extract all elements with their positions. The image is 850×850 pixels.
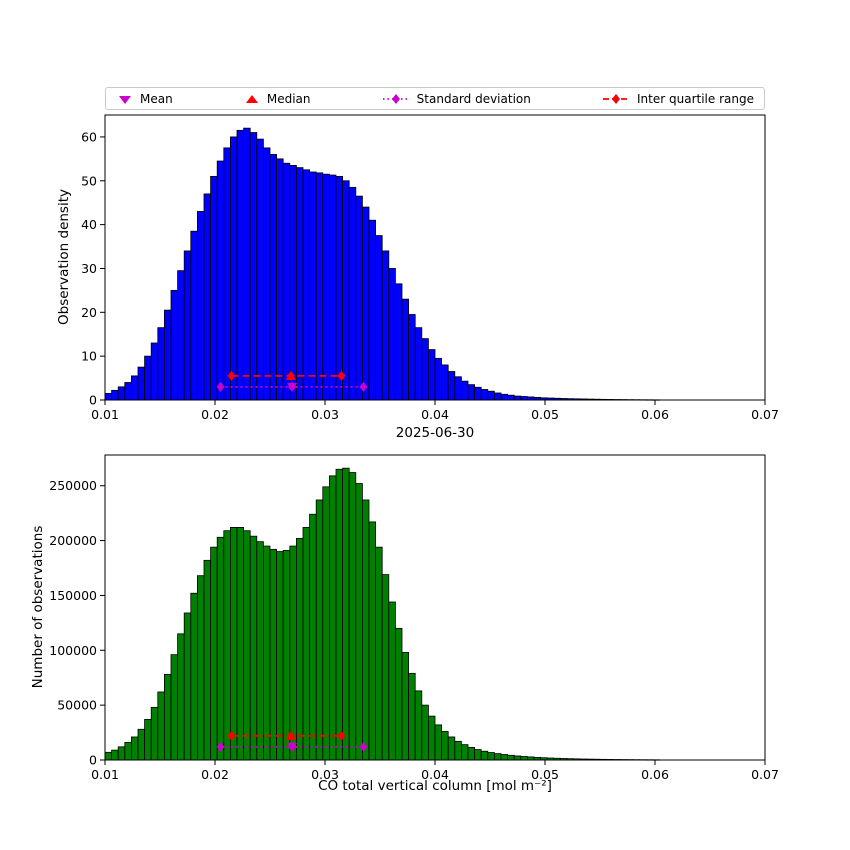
bottom-chart-title: 2025-06-30 <box>395 425 475 441</box>
diamond-marker <box>337 730 346 741</box>
bottom-histogram: 0.01 0.02 0.03 0.04 0.05 0.06 0.07 0 50000 100000… <box>49 454 779 782</box>
svg-text:0: 0 <box>89 753 97 768</box>
svg-text:0.03: 0.03 <box>311 407 339 422</box>
legend-label-median: Median <box>266 91 311 106</box>
triangle-down-marker <box>287 382 297 392</box>
legend-label-mean: Mean <box>140 91 173 106</box>
diamond-marker <box>337 370 346 381</box>
svg-text:60: 60 <box>81 129 97 144</box>
triangle-up-marker <box>285 370 296 380</box>
diamond-marker <box>359 381 368 392</box>
svg-text:0.05: 0.05 <box>531 407 559 422</box>
diamond-marker <box>359 741 368 752</box>
stat-markers <box>216 370 368 392</box>
triangle-down-icon <box>119 95 131 104</box>
diamond-marker <box>227 370 236 381</box>
diamond-marker <box>216 381 225 392</box>
diamond-marker <box>227 730 236 741</box>
triangle-up-marker <box>285 730 296 740</box>
triangle-up-icon <box>245 94 258 103</box>
svg-text:0.01: 0.01 <box>91 407 119 422</box>
svg-text:10: 10 <box>81 349 97 364</box>
legend-item-mean: Mean <box>116 92 173 106</box>
svg-text:30: 30 <box>81 261 97 276</box>
svg-text:20: 20 <box>81 305 97 320</box>
legend-item-median: Median <box>243 92 311 106</box>
svg-text:0.02: 0.02 <box>201 767 229 782</box>
svg-text:0: 0 <box>89 393 97 408</box>
svg-text:250000: 250000 <box>49 478 97 493</box>
diamond-dotted-line-icon <box>382 93 409 104</box>
svg-text:100000: 100000 <box>49 643 97 658</box>
histogram-bars <box>104 467 660 761</box>
axis-ticks: 0.01 0.02 0.03 0.04 0.05 0.06 0.07 0 10 20 30 40 50 6… <box>81 129 779 422</box>
svg-text:0.07: 0.07 <box>751 767 779 782</box>
axis-ticks: 0.01 0.02 0.03 0.04 0.05 0.06 0.07 0 50000 100000… <box>49 478 779 782</box>
svg-text:50: 50 <box>81 173 97 188</box>
histogram-bars <box>104 127 660 401</box>
svg-text:0.04: 0.04 <box>421 407 449 422</box>
svg-text:40: 40 <box>81 217 97 232</box>
stat-markers <box>216 730 368 752</box>
svg-text:0.07: 0.07 <box>751 407 779 422</box>
top-histogram: 0.01 0.02 0.03 0.04 0.05 0.06 0.07 0 10 20 30 40 50 6… <box>81 114 779 422</box>
legend-item-std: Standard deviation <box>381 92 531 106</box>
triangle-down-marker <box>287 742 297 752</box>
svg-text:50000: 50000 <box>57 698 97 713</box>
xlabel: CO total vertical column [mol m⁻²] <box>318 778 552 794</box>
svg-text:0.01: 0.01 <box>91 767 119 782</box>
diamond-marker <box>216 741 225 752</box>
svg-text:150000: 150000 <box>49 588 97 603</box>
legend-item-iqr: Inter quartile range <box>601 92 754 106</box>
legend: Mean Median Standard deviation Inter qua… <box>105 87 765 110</box>
svg-text:200000: 200000 <box>49 533 97 548</box>
svg-text:0.06: 0.06 <box>641 767 669 782</box>
legend-label-iqr: Inter quartile range <box>637 91 754 106</box>
svg-text:0.04: 0.04 <box>421 767 449 782</box>
diamond-dashed-line-icon <box>603 93 630 104</box>
svg-text:0.06: 0.06 <box>641 407 669 422</box>
legend-label-std: Standard deviation <box>416 91 531 106</box>
svg-text:0.03: 0.03 <box>311 767 339 782</box>
svg-text:0.02: 0.02 <box>201 407 229 422</box>
svg-text:0.05: 0.05 <box>531 767 559 782</box>
